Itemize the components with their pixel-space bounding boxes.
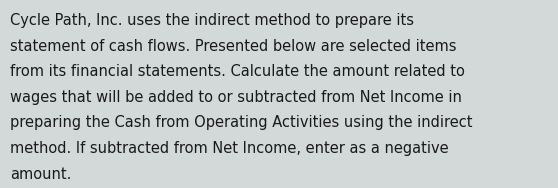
Text: from its financial statements. Calculate the amount related to: from its financial statements. Calculate… [10,64,465,79]
Text: Cycle Path, Inc. uses the indirect method to prepare its: Cycle Path, Inc. uses the indirect metho… [10,13,414,28]
Text: method. If subtracted from Net Income, enter as a negative: method. If subtracted from Net Income, e… [10,141,449,156]
Text: wages that will be added to or subtracted from Net Income in: wages that will be added to or subtracte… [10,90,462,105]
Text: preparing the Cash from Operating Activities using the indirect: preparing the Cash from Operating Activi… [10,115,473,130]
Text: statement of cash flows. Presented below are selected items: statement of cash flows. Presented below… [10,39,456,54]
Text: amount.: amount. [10,167,71,182]
